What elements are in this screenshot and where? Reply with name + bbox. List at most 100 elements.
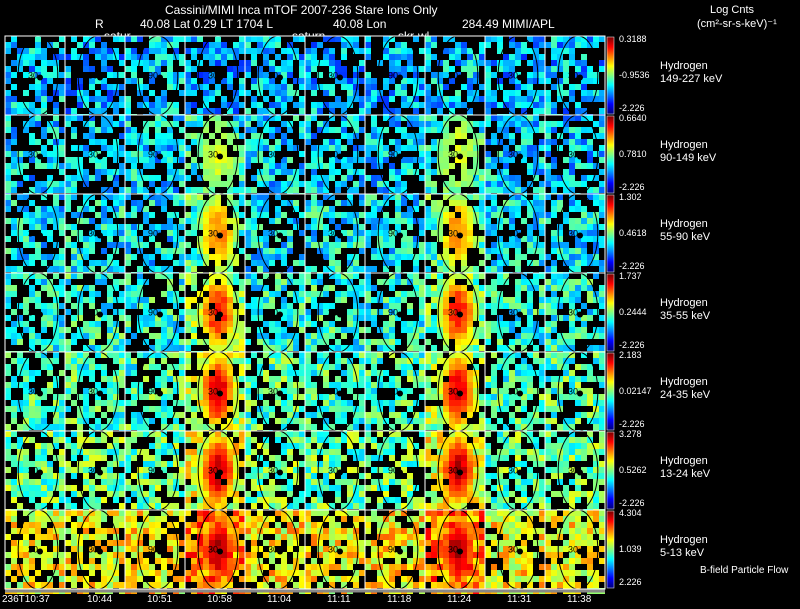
heatmap-cell [443,309,449,315]
heatmap-cell [23,151,29,157]
colorbar-segment [607,163,614,165]
heatmap-cell [521,157,527,163]
heatmap-cell [215,206,221,212]
heatmap-cell [455,327,461,333]
heatmap-cell [371,96,377,102]
heatmap-cell [419,133,425,139]
heatmap-cell [125,327,131,333]
colorbar-segment [607,266,614,268]
heatmap-cell [119,424,125,430]
heatmap-cell [317,72,323,78]
heatmap-cell [77,273,83,279]
heatmap-cell [317,309,323,315]
heatmap-cell [347,266,353,272]
heatmap-cell [587,309,593,315]
heatmap-cell [317,352,323,358]
heatmap-cell [89,321,95,327]
heatmap-cell [83,151,89,157]
heatmap-cell [497,266,503,272]
heatmap-cell [167,394,173,400]
heatmap-cell [41,72,47,78]
heatmap-cell [209,321,215,327]
heatmap-cell [497,175,503,181]
heatmap-cell [581,96,587,102]
heatmap-cell [371,370,377,376]
heatmap-cell [89,358,95,364]
heatmap-cell [107,327,113,333]
heatmap-cell [65,394,71,400]
colorbar-segment [607,122,614,124]
heatmap-cell [29,388,35,394]
heatmap-cell [215,151,221,157]
heatmap-cell [347,273,353,279]
contour-label: 30 [448,150,458,160]
heatmap-cell [353,151,359,157]
heatmap-cell [35,400,41,406]
heatmap-cell [569,291,575,297]
heatmap-cell [53,218,59,224]
heatmap-cell [491,224,497,230]
heatmap-cell [431,36,437,42]
heatmap-cell [329,108,335,114]
heatmap-cell [203,206,209,212]
heatmap-cell [485,36,491,42]
heatmap-cell [431,200,437,206]
colorbar-segment [607,225,614,227]
heatmap-cell [167,273,173,279]
heatmap-cell [239,285,245,291]
colorbar-segment [607,340,614,342]
contour-label: 30 [208,71,218,81]
heatmap-cell [503,273,509,279]
heatmap-cell [113,352,119,358]
heatmap-cell [569,309,575,315]
heatmap-cell [431,187,437,193]
heatmap-cell [389,169,395,175]
heatmap-cell [179,388,185,394]
heatmap-cell [65,90,71,96]
heatmap-cell [569,139,575,145]
heatmap-cell [173,412,179,418]
heatmap-cell [473,206,479,212]
heatmap-cell [191,418,197,424]
heatmap-cell [53,260,59,266]
heatmap-cell [581,163,587,169]
heatmap-cell [359,60,365,66]
heatmap-cell [83,412,89,418]
heatmap-cell [23,297,29,303]
heatmap-cell [377,187,383,193]
contour-label: 90 [148,229,158,239]
heatmap-cell [203,163,209,169]
heatmap-cell [395,115,401,121]
heatmap-cell [479,139,485,145]
colorbar-segment [607,131,614,133]
heatmap-cell [455,297,461,303]
heatmap-cell [119,376,125,382]
heatmap-cell [551,66,557,72]
heatmap-cell [569,321,575,327]
heatmap-cell [473,236,479,242]
heatmap-cell [41,84,47,90]
colorbar-segment [607,262,614,264]
heatmap-cell [383,42,389,48]
heatmap-cell [275,309,281,315]
heatmap-cell [299,260,305,266]
heatmap-cell [83,327,89,333]
heatmap-cell [113,108,119,114]
heatmap-cell [407,388,413,394]
heatmap-cell [557,175,563,181]
heatmap-cell [59,345,65,351]
heatmap-cell [365,102,371,108]
heatmap-cell [95,352,101,358]
heatmap-cell [53,108,59,114]
heatmap-cell [461,206,467,212]
heatmap-cell [143,163,149,169]
heatmap-cell [263,339,269,345]
heatmap-cell [137,187,143,193]
colorbar-segment [607,80,614,82]
heatmap-cell [227,84,233,90]
heatmap-cell [305,358,311,364]
heatmap-cell [263,230,269,236]
heatmap-cell [407,321,413,327]
heatmap-cell [53,376,59,382]
heatmap-cell [401,364,407,370]
